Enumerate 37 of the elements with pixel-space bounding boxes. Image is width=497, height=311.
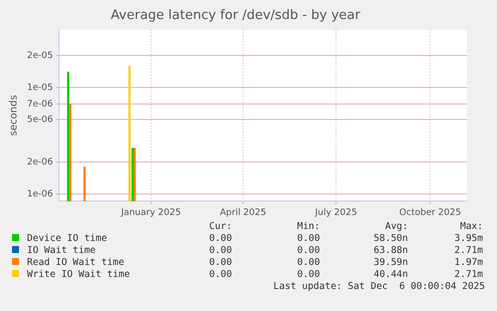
text: 0.00 xyxy=(296,257,320,269)
legend-label: Read IO Wait time xyxy=(26,257,126,269)
text: 63.88n xyxy=(372,245,408,257)
text: Cur: xyxy=(208,221,232,233)
text: Max: xyxy=(459,221,483,233)
y-tick-label: 1e-06 xyxy=(26,190,54,200)
x-tick-label: April 2025 xyxy=(220,208,266,218)
x-tick-label: October 2025 xyxy=(399,208,462,218)
text: 0.00 xyxy=(296,233,320,245)
legend-label: Write IO Wait time xyxy=(26,269,131,281)
legend-label: Device IO time xyxy=(26,233,108,245)
legend-label: IO Wait time xyxy=(26,245,97,257)
text: Avg: xyxy=(384,221,408,233)
text: 58.50n xyxy=(372,233,408,245)
y-tick-label: 2e-05 xyxy=(26,50,53,61)
text: 40.44n xyxy=(372,269,408,281)
y-axis-title: seconds xyxy=(8,94,20,136)
text: 2.71m xyxy=(453,269,483,281)
text: 0.00 xyxy=(208,245,232,257)
text: 3.95m xyxy=(453,233,483,245)
x-tick-label: January 2025 xyxy=(120,208,181,218)
x-tick-label: July 2025 xyxy=(314,208,358,218)
text: 0.00 xyxy=(208,269,232,281)
y-tick-label: 5e-06 xyxy=(26,115,54,126)
y-tick-label: 7e-06 xyxy=(26,99,54,110)
text: 0.00 xyxy=(208,257,232,269)
y-tick-label: 2e-06 xyxy=(26,157,54,168)
text: 1.97m xyxy=(453,257,483,269)
text: 0.00 xyxy=(208,233,232,245)
text: Last update: Sat Dec 6 00:00:04 2025 xyxy=(273,281,485,292)
text: 39.59n xyxy=(372,257,408,269)
text: 0.00 xyxy=(296,245,320,257)
chart-title: Average latency for /dev/sdb - by year xyxy=(110,8,361,24)
text: 0.00 xyxy=(296,269,320,281)
text: Min: xyxy=(296,221,320,233)
y-tick-label: 1e-05 xyxy=(26,82,53,93)
text: 2.71m xyxy=(453,245,483,257)
